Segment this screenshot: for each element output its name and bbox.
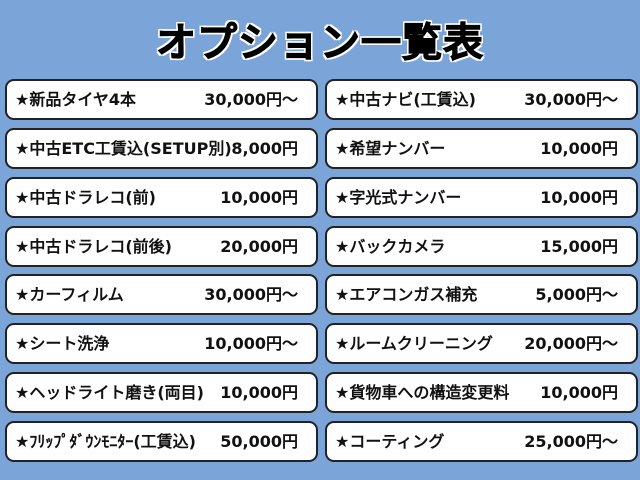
option-name: ★貨物車への構造変更料 bbox=[335, 383, 510, 402]
option-name: ★希望ナンバー bbox=[335, 139, 446, 158]
option-item: ★カーフィルム 30,000円～ bbox=[5, 274, 318, 315]
option-item: ★バックカメラ 15,000円 bbox=[325, 226, 638, 267]
option-price: 20,000円 bbox=[220, 237, 298, 256]
option-name: ★字光式ナンバー bbox=[335, 188, 462, 207]
option-name: ★新品タイヤ4本 bbox=[15, 90, 136, 109]
title: オプション一覧表 bbox=[156, 20, 484, 67]
option-price: 50,000円 bbox=[220, 432, 298, 451]
option-name: ★ルームクリーニング bbox=[335, 334, 493, 353]
option-price: 10,000円 bbox=[220, 188, 298, 207]
option-name: ★コーティング bbox=[335, 432, 445, 451]
option-name: ★シート洗浄 bbox=[15, 334, 110, 353]
option-name: ★カーフィルム bbox=[15, 285, 124, 304]
option-item: ★中古ドラレコ(前後) 20,000円 bbox=[5, 226, 318, 267]
option-price: 20,000円～ bbox=[524, 334, 618, 353]
option-name: ★中古ドラレコ(前) bbox=[15, 188, 156, 207]
option-price: 25,000円～ bbox=[524, 432, 618, 451]
option-name: ★ヘッドライト磨き(両目) bbox=[15, 383, 204, 402]
option-name: ★中古ナビ(工賃込) bbox=[335, 90, 476, 109]
option-price: 30,000円～ bbox=[204, 90, 298, 109]
option-item: ★中古ナビ(工賃込) 30,000円～ bbox=[325, 79, 638, 120]
option-item: ★ヘッドライト磨き(両目) 10,000円 bbox=[5, 372, 318, 413]
option-item: ★ﾌﾘｯﾌﾟﾀﾞｳﾝﾓﾆﾀｰ(工賃込) 50,000円 bbox=[5, 421, 318, 462]
option-item: ★エアコンガス補充 5,000円～ bbox=[325, 274, 638, 315]
option-name: ★エアコンガス補充 bbox=[335, 285, 478, 304]
option-item: ★中古ドラレコ(前) 10,000円 bbox=[5, 177, 318, 218]
option-price: 15,000円 bbox=[540, 237, 618, 256]
option-name: ★中古ドラレコ(前後) bbox=[15, 237, 172, 256]
option-price: 30,000円～ bbox=[204, 285, 298, 304]
option-price: 10,000円 bbox=[540, 188, 618, 207]
option-price: 5,000円～ bbox=[535, 285, 618, 304]
option-price: 8,000円 bbox=[231, 139, 298, 158]
option-price: 10,000円 bbox=[540, 139, 618, 158]
option-price: 10,000円 bbox=[220, 383, 298, 402]
option-price: 30,000円～ bbox=[524, 90, 618, 109]
option-item: ★シート洗浄 10,000円～ bbox=[5, 323, 318, 364]
option-item: ★新品タイヤ4本 30,000円～ bbox=[5, 79, 318, 120]
option-item: ★希望ナンバー 10,000円 bbox=[325, 128, 638, 169]
option-item: ★貨物車への構造変更料 10,000円 bbox=[325, 372, 638, 413]
option-name: ★バックカメラ bbox=[335, 237, 446, 256]
option-name: ★ﾌﾘｯﾌﾟﾀﾞｳﾝﾓﾆﾀｰ(工賃込) bbox=[15, 432, 196, 451]
option-item: ★字光式ナンバー 10,000円 bbox=[325, 177, 638, 218]
option-name: ★中古ETC工賃込(SETUP別) bbox=[15, 139, 232, 158]
option-price: 10,000円 bbox=[540, 383, 618, 402]
option-item: ★コーティング 25,000円～ bbox=[325, 421, 638, 462]
option-price: 10,000円～ bbox=[204, 334, 298, 353]
option-item: ★ルームクリーニング 20,000円～ bbox=[325, 323, 638, 364]
option-item: ★中古ETC工賃込(SETUP別) 8,000円 bbox=[5, 128, 318, 169]
